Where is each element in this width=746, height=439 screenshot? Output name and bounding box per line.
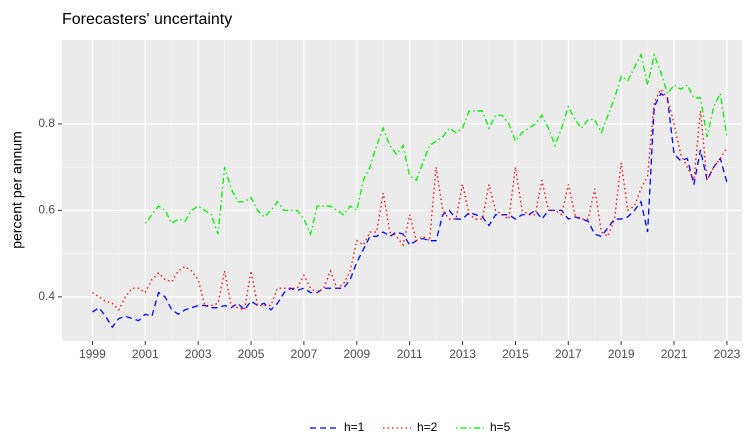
x-tick-label: 2005 <box>238 347 265 361</box>
x-tick-label: 2009 <box>343 347 370 361</box>
y-tick-label: 0.6 <box>38 203 55 217</box>
x-tick-label: 2021 <box>661 347 688 361</box>
y-tick-label: 0.8 <box>38 116 55 130</box>
y-axis-label: percent per annum <box>9 131 25 249</box>
line <box>92 92 728 329</box>
x-tick-label: 2023 <box>714 347 741 361</box>
legend-label: h=2 <box>417 420 438 434</box>
x-tick-label: 2007 <box>291 347 318 361</box>
x-tick-label: 2011 <box>397 347 423 361</box>
x-tick-label: 2015 <box>502 347 529 361</box>
x-tick-label: 2017 <box>555 347 582 361</box>
panel <box>62 40 742 341</box>
x-tick-label: 2019 <box>608 347 635 361</box>
line <box>144 52 728 237</box>
x-tick-label: 2001 <box>132 347 159 361</box>
x-tick-label: 2013 <box>449 347 476 361</box>
x-tick-label: 2003 <box>185 347 212 361</box>
legend-label: h=1 <box>344 420 365 434</box>
x-tick-label: 1999 <box>79 347 106 361</box>
chart-title: Forecasters' uncertainty <box>62 11 232 28</box>
y-tick-label: 0.4 <box>38 289 55 303</box>
legend-label: h=5 <box>490 420 511 434</box>
line <box>92 88 728 311</box>
